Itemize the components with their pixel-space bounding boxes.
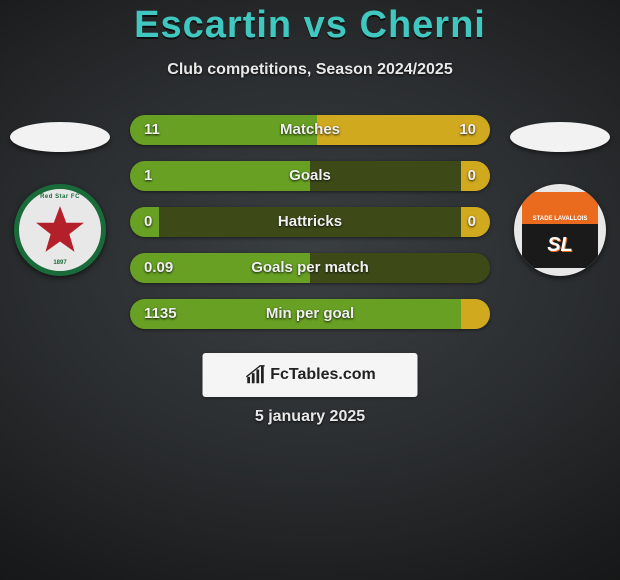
bar-label: Min per goal [130,299,490,329]
left-player-col: Red Star FC 1897 [0,110,120,276]
bar-label: Goals per match [130,253,490,283]
player-silhouette-left [10,122,110,152]
club-logo-right-initials: SL [547,234,573,257]
club-logo-left-year: 1897 [19,260,101,266]
stat-bar: 0.09Goals per match [130,253,490,283]
club-logo-right-bot: SL [522,224,598,268]
club-logo-left-name: Red Star FC [19,194,101,200]
page-title: Escartin vs Cherni [0,0,620,47]
bar-label: Goals [130,161,490,191]
right-player-col: STADE LAVALLOIS SL [500,110,620,276]
chart-icon [244,364,266,386]
date-text: 5 january 2025 [0,408,620,426]
club-logo-right-inner: STADE LAVALLOIS SL [522,192,598,268]
stat-bar: 10Goals [130,161,490,191]
subtitle: Club competitions, Season 2024/2025 [0,61,620,79]
bar-label: Matches [130,115,490,145]
club-logo-right: STADE LAVALLOIS SL [514,184,606,276]
brand-text: FcTables.com [270,366,376,384]
stat-bar: 1135Min per goal [130,299,490,329]
club-logo-left: Red Star FC 1897 [14,184,106,276]
main-row: Red Star FC 1897 1110Matches 10Goals 00Hat… [0,110,620,345]
stat-bar: 1110Matches [130,115,490,145]
bar-label: Hattricks [130,207,490,237]
stats-bars: 1110Matches 10Goals 00Hattricks 0.09Goals p… [120,110,500,345]
brand-watermark: FcTables.com [203,353,418,397]
comparison-infographic: Escartin vs Cherni Club competitions, Se… [0,0,620,580]
stat-bar: 00Hattricks [130,207,490,237]
club-logo-right-top: STADE LAVALLOIS [522,192,598,224]
player-silhouette-right [510,122,610,152]
star-icon [34,204,86,256]
